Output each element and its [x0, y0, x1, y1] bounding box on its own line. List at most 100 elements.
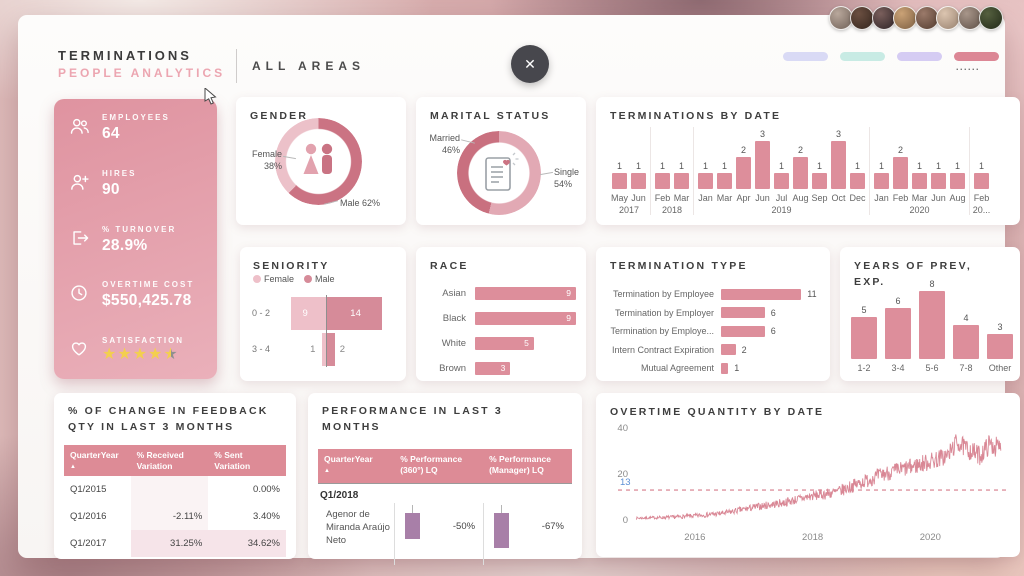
avatar[interactable] — [871, 6, 896, 30]
bar[interactable]: 5 — [475, 336, 534, 350]
bar-value-label: 5 — [524, 337, 529, 348]
area-filter-label[interactable]: ALL AREAS — [252, 59, 366, 73]
bar[interactable]: 9 — [475, 311, 576, 325]
bar[interactable] — [655, 173, 670, 189]
bar[interactable] — [850, 173, 865, 189]
table-cell: 3.40% — [253, 511, 280, 523]
avatar[interactable] — [979, 6, 1003, 30]
termination-type-row[interactable]: Termination by Employer 6 — [606, 304, 822, 323]
years-category-label: 1-2 — [857, 363, 871, 373]
race-row-black[interactable]: Black 9 — [428, 306, 576, 330]
kpi-text: EMPLOYEES 64 — [102, 113, 170, 143]
bar[interactable] — [721, 288, 802, 300]
bar[interactable] — [893, 157, 908, 189]
bar[interactable]: 3 — [475, 361, 511, 375]
race-row-white[interactable]: White 5 — [428, 331, 576, 355]
column-header[interactable]: % Performance (Manager) LQ — [483, 449, 572, 483]
column-header[interactable]: QuarterYear ▲ — [64, 445, 131, 476]
avatar[interactable] — [936, 6, 960, 30]
avatar[interactable] — [893, 6, 917, 30]
male-bar[interactable] — [327, 333, 335, 366]
bar[interactable] — [612, 173, 627, 189]
group-row-label[interactable]: Q1/2018 — [320, 490, 359, 501]
bar[interactable] — [674, 173, 689, 189]
bar[interactable] — [721, 362, 729, 374]
marital-title: MARITAL STATUS — [430, 110, 551, 122]
termination-type-row[interactable]: Termination by Employee 11 — [606, 285, 822, 304]
pie-label-line: Married — [429, 133, 460, 143]
pie-label-line: 46% — [441, 144, 460, 155]
bar[interactable] — [874, 173, 889, 189]
satisfaction-stars: ★★★★★ — [102, 347, 184, 363]
table-row[interactable]: Q1/2015 0.00% — [64, 476, 286, 504]
male-bar[interactable] — [327, 297, 382, 330]
bar[interactable] — [885, 308, 911, 359]
bar[interactable] — [755, 141, 770, 189]
seniority-category-label: 0 - 2 — [252, 307, 271, 318]
avatar[interactable] — [850, 6, 874, 30]
termination-type-row[interactable]: Intern Contract Expiration 2 — [606, 341, 822, 360]
kpi-text: OVERTIME COST $550,425.78 — [102, 280, 194, 310]
bar-wrap: 1 — [715, 161, 734, 189]
race-row-brown[interactable]: Brown 3 — [428, 356, 576, 380]
years-column-1-2: 5 1-2 — [851, 305, 877, 373]
termination-type-row[interactable]: Mutual Agreement 1 — [606, 359, 822, 378]
race-row-asian[interactable]: Asian 9 — [428, 281, 576, 305]
female-bar[interactable] — [322, 333, 326, 366]
avatar[interactable] — [957, 6, 982, 30]
column-header[interactable]: % Received Variation — [131, 445, 209, 476]
column-header[interactable]: % Performance (360°) LQ — [394, 449, 483, 483]
nav-pill[interactable] — [840, 52, 885, 61]
bar[interactable] — [931, 173, 946, 189]
bar[interactable] — [721, 344, 736, 356]
bar[interactable] — [851, 316, 877, 359]
kpi-text: SATISFACTION ★★★★★ — [102, 336, 184, 363]
overtime-line-chart[interactable]: 0 20 40 2016 2018 2020 13 — [606, 423, 1010, 547]
table-row[interactable]: Q1/2016 -2.11% 3.40% — [64, 503, 286, 531]
bar[interactable] — [774, 173, 789, 189]
bar[interactable] — [721, 325, 765, 337]
bar[interactable] — [698, 173, 713, 189]
kpi-text: % TURNOVER 28.9% — [102, 225, 176, 255]
nav-pill[interactable] — [783, 52, 828, 61]
bar[interactable] — [919, 291, 945, 359]
bar[interactable] — [812, 173, 827, 189]
data-bar[interactable] — [405, 513, 421, 539]
close-button[interactable]: ✕ — [511, 45, 549, 83]
nav-pill[interactable] — [897, 52, 942, 61]
kpi-text: HIRES 90 — [102, 169, 136, 199]
female-bar[interactable] — [290, 297, 326, 330]
bar[interactable] — [736, 157, 751, 189]
bar[interactable]: 9 — [475, 286, 576, 300]
gender-center-icons — [298, 141, 340, 181]
bar[interactable] — [717, 173, 732, 189]
column-header[interactable]: % Sent Variation — [208, 445, 286, 476]
bar-value-label: 9 — [566, 287, 571, 298]
bar[interactable] — [721, 307, 765, 319]
table-row[interactable]: Q1/2017 31.25% 34.62% — [64, 530, 286, 558]
column-header[interactable]: QuarterYear ▲ — [318, 449, 394, 483]
termination-type-row[interactable]: Termination by Employe... 6 — [606, 322, 822, 341]
termination-type-label: Termination by Employe... — [610, 326, 714, 337]
bar[interactable] — [631, 173, 646, 189]
bar[interactable] — [912, 173, 927, 189]
race-chart: Asian 9 Black 9 White 5 Brown 3 — [428, 281, 576, 381]
nav-pill-active[interactable] — [954, 52, 999, 61]
avatar[interactable] — [914, 6, 939, 30]
marital-donut[interactable] — [457, 131, 541, 215]
data-bar[interactable] — [494, 513, 510, 548]
bar[interactable] — [793, 157, 808, 189]
bar[interactable] — [987, 333, 1013, 359]
dashboard-panel: TERMINATIONS PEOPLE ANALYTICS ALL AREAS … — [18, 15, 1020, 565]
table-row[interactable]: Agenor de Miranda Araújo Neto -50% -67% — [318, 503, 572, 565]
bar[interactable] — [953, 325, 979, 359]
gender-donut[interactable] — [275, 118, 362, 205]
avatar[interactable] — [828, 6, 853, 30]
column-header-label: % Performance (Manager) LQ — [489, 454, 551, 476]
bar[interactable] — [974, 173, 989, 189]
bar-wrap: 1 — [910, 161, 929, 189]
terminations-title: TERMINATIONS BY DATE — [610, 110, 782, 122]
bar[interactable] — [950, 173, 965, 189]
bar[interactable] — [831, 141, 846, 189]
clock-icon — [68, 282, 94, 308]
